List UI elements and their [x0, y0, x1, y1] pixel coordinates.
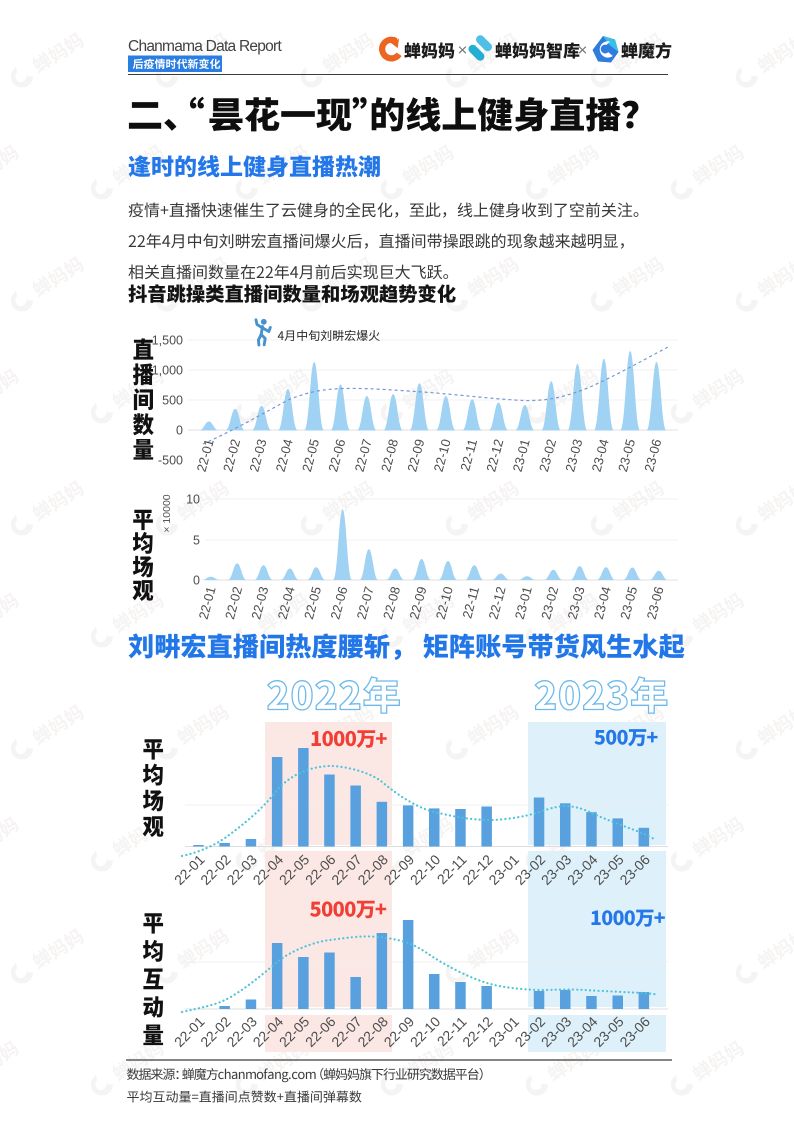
- svg-text:5: 5: [193, 534, 200, 548]
- svg-text:×: ×: [578, 41, 588, 60]
- svg-text:0: 0: [176, 424, 183, 438]
- svg-text:× 10000: × 10000: [161, 494, 173, 532]
- svg-text:500: 500: [162, 394, 183, 408]
- svg-text:10: 10: [186, 493, 200, 507]
- svg-text:Chanmama Data Report: Chanmama Data Report: [128, 38, 282, 55]
- svg-text:1,500: 1,500: [152, 334, 183, 348]
- svg-text:×: ×: [458, 41, 468, 60]
- svg-text:-500: -500: [158, 454, 183, 468]
- svg-text:1,000: 1,000: [152, 364, 183, 378]
- svg-text:0: 0: [193, 574, 200, 588]
